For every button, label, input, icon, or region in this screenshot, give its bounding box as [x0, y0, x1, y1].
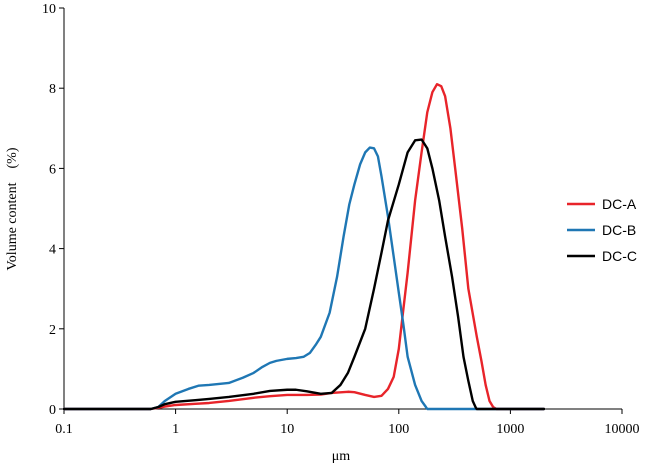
- y-tick-label: 6: [49, 162, 56, 177]
- x-axis-label: μm: [332, 449, 351, 464]
- tick-labels: 0 2 4 6 8 10 0.1 1 10 100 1000 10000: [42, 2, 640, 437]
- series-lines: [62, 82, 546, 411]
- y-tick-label: 8: [49, 82, 56, 97]
- x-tick-label: 1000: [496, 422, 524, 437]
- axes: [59, 7, 623, 414]
- x-tick-label: 1: [172, 422, 179, 437]
- x-tick-label: 0.1: [55, 422, 73, 437]
- y-axis-label: Volume content (%): [5, 147, 20, 270]
- y-tick-label: 0: [49, 403, 56, 418]
- legend-label-dc-b: DC-B: [602, 222, 636, 238]
- y-tick-label: 10: [42, 2, 56, 17]
- x-tick-label: 10: [280, 422, 294, 437]
- legend: DC-A DC-B DC-C: [567, 196, 637, 264]
- series-line-dc-c: [62, 138, 546, 411]
- x-tick-label: 100: [388, 422, 409, 437]
- series-line-dc-a: [62, 82, 546, 411]
- x-tick-label: 10000: [605, 422, 640, 437]
- y-tick-label: 4: [49, 243, 56, 258]
- legend-label-dc-a: DC-A: [602, 196, 637, 212]
- y-tick-label: 2: [49, 323, 56, 338]
- series-line-dc-b: [62, 146, 546, 411]
- legend-label-dc-c: DC-C: [602, 248, 637, 264]
